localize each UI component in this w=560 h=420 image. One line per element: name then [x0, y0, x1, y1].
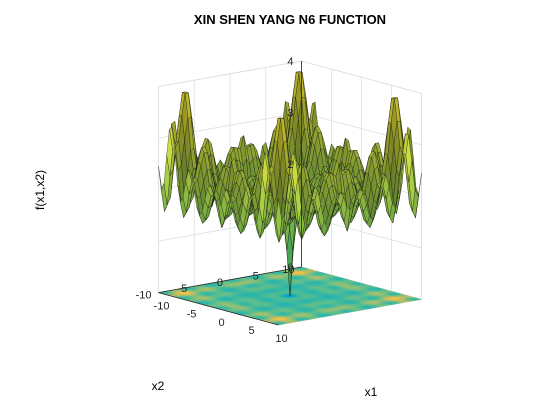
chart-title: XIN SHEN YANG N6 FUNCTION — [194, 12, 386, 27]
x-tick-label: 5 — [248, 325, 254, 337]
z-tick-label: 1 — [287, 211, 293, 223]
z-tick-label: 4 — [287, 56, 293, 68]
z-axis-label: f(x1,x2) — [33, 170, 47, 210]
x-tick-label: 10 — [275, 333, 287, 345]
y-tick-label: 0 — [217, 277, 223, 289]
x-tick-label: -5 — [187, 309, 197, 321]
contour-floor — [158, 266, 422, 326]
z-tick-label: 3 — [287, 108, 293, 120]
x-axis-label: x1 — [365, 385, 378, 399]
x-tick-label: -10 — [154, 301, 170, 313]
x-tick-label: 0 — [218, 317, 224, 329]
y-tick-label: 5 — [253, 270, 259, 282]
z-tick-label: 2 — [287, 159, 293, 171]
y-tick-label: -5 — [177, 283, 187, 295]
y-tick-label: 10 — [282, 264, 294, 276]
y-axis-label: x2 — [152, 379, 165, 393]
y-tick-label: -10 — [136, 290, 152, 302]
